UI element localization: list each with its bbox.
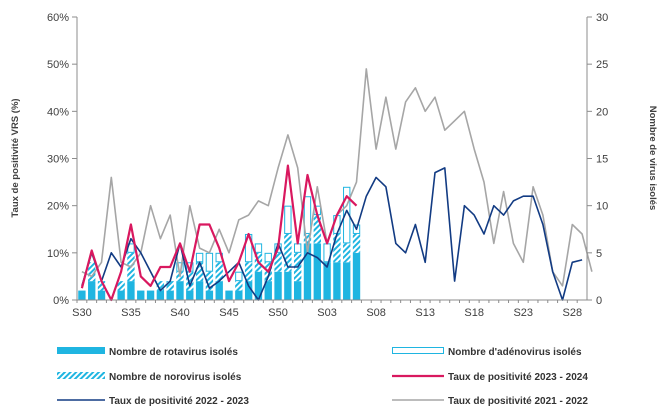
bar-norovirus: [284, 233, 292, 272]
bar-rotavirus: [127, 281, 135, 300]
y-right-tick-label: 15: [596, 154, 608, 166]
bar-adenovirus: [293, 243, 302, 253]
bar-adenovirus: [284, 205, 292, 234]
bar-norovirus: [88, 262, 96, 282]
legend-label: Nombre de norovirus isolés: [109, 372, 242, 383]
legend-swatch-rotavirus: [57, 347, 105, 354]
bar-rotavirus: [254, 271, 263, 300]
y-left-tick-label: 10%: [47, 248, 69, 260]
y-left-tick-label: 50%: [47, 59, 69, 71]
bar-rotavirus: [284, 271, 292, 300]
y-left-tick-label: 30%: [47, 154, 69, 166]
y-right-tick-label: 30: [596, 12, 608, 24]
x-tick-label: S50: [268, 307, 288, 319]
legend-swatch-adenovirus: [392, 347, 444, 354]
bar-adenovirus: [303, 196, 312, 234]
bar-rotavirus: [264, 281, 272, 300]
bar-adenovirus: [235, 271, 243, 282]
bar-rotavirus: [166, 290, 174, 300]
bar-norovirus: [186, 271, 194, 291]
x-tick-label: S03: [317, 307, 337, 319]
bar-rotavirus: [303, 243, 312, 300]
x-tick-label: S13: [415, 307, 435, 319]
y-right-tick-label: 20: [596, 106, 608, 118]
bar-rotavirus: [156, 290, 165, 300]
y-right-tick-label: 10: [596, 201, 608, 213]
bar-rotavirus: [186, 290, 194, 300]
bar-adenovirus: [264, 252, 272, 263]
bar-rotavirus: [117, 290, 125, 300]
x-tick-label: S08: [366, 307, 386, 319]
legend-label: Taux de positivité 2021 - 2022: [448, 396, 588, 407]
bar-norovirus: [156, 281, 165, 291]
y-right-tick-label: 5: [596, 248, 602, 260]
x-tick-label: S45: [219, 307, 239, 319]
bar-norovirus: [274, 252, 282, 272]
bar-rotavirus: [293, 281, 302, 300]
line-2022-2023: [81, 167, 583, 301]
bar-rotavirus: [313, 243, 321, 300]
y-left-tick-label: 20%: [47, 201, 69, 213]
bar-adenovirus: [205, 252, 214, 272]
bar-norovirus: [333, 233, 341, 263]
x-tick-label: S23: [513, 307, 533, 319]
legend-label: Taux de positivité 2023 - 2024: [448, 372, 588, 383]
y-left-tick-label: 40%: [47, 106, 69, 118]
bar-rotavirus: [323, 262, 331, 300]
bar-norovirus: [97, 281, 106, 291]
bar-adenovirus: [195, 252, 204, 263]
bar-rotavirus: [225, 290, 233, 300]
bar-rotavirus: [274, 271, 282, 300]
bar-rotavirus: [333, 262, 341, 300]
bar-rotavirus: [215, 281, 223, 300]
legend-label: Taux de positivité 2022 - 2023: [109, 396, 249, 407]
bar-rotavirus: [146, 290, 155, 300]
bar-norovirus: [235, 281, 243, 291]
y-right-tick-label: 25: [596, 59, 608, 71]
bar-layer: [78, 186, 361, 300]
bar-rotavirus: [205, 290, 214, 300]
bar-norovirus: [343, 243, 351, 263]
axes: 0% 10% 20% 30% 40% 50% 60% 0 5 10 15 20 25 30 S30 S35 S4…: [47, 12, 608, 319]
bar-norovirus: [205, 271, 214, 291]
bar-rotavirus: [244, 281, 253, 300]
bar-norovirus: [313, 215, 321, 244]
bar-rotavirus: [88, 281, 96, 300]
bar-rotavirus: [176, 281, 184, 300]
y-axis-left-title: Taux de positivité VRS (%): [10, 98, 21, 217]
legend-swatch-norovirus: [57, 372, 105, 379]
bar-rotavirus: [235, 290, 243, 300]
x-tick-label: S30: [72, 307, 92, 319]
y-right-tick-label: 0: [596, 295, 602, 307]
bar-rotavirus: [97, 290, 106, 300]
bar-rotavirus: [343, 262, 351, 300]
legend: Nombre de rotavirus isolés Nombre d'adéno…: [57, 347, 588, 407]
bar-rotavirus: [137, 290, 145, 300]
bar-norovirus: [166, 281, 174, 291]
y-axis-right-title: Nombre de virus isolés: [647, 106, 658, 211]
bar-norovirus: [303, 233, 312, 244]
bar-rotavirus: [78, 290, 86, 300]
x-tick-label: S28: [562, 307, 582, 319]
line-2023-2024: [80, 164, 358, 302]
bar-norovirus: [244, 262, 253, 282]
bar-norovirus: [117, 281, 125, 291]
x-tick-label: S18: [464, 307, 484, 319]
bar-rotavirus: [195, 281, 204, 300]
bar-rotavirus: [352, 252, 361, 300]
bar-norovirus: [352, 233, 361, 253]
legend-label: Nombre d'adénovirus isolés: [448, 347, 582, 358]
bar-norovirus: [195, 262, 204, 282]
bar-adenovirus: [254, 243, 263, 253]
y-left-tick-label: 0%: [53, 295, 69, 307]
bar-norovirus: [215, 262, 223, 282]
x-tick-label: S35: [121, 307, 141, 319]
legend-label: Nombre de rotavirus isolés: [109, 347, 238, 358]
x-tick-label: S40: [170, 307, 190, 319]
line-layer: [80, 68, 593, 302]
y-left-tick-label: 60%: [47, 12, 69, 24]
